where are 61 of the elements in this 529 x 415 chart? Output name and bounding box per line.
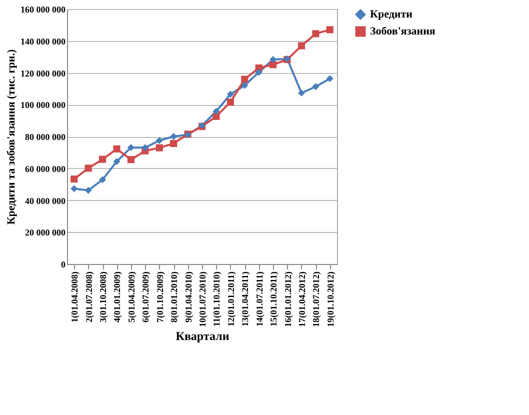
x-tick-label: 5(01.04.2009) <box>126 272 136 322</box>
x-tick-label: 17(01.04.2012) <box>296 272 307 327</box>
point <box>70 185 78 192</box>
point <box>98 176 106 184</box>
point <box>127 156 134 164</box>
point <box>241 76 248 83</box>
y-tick-label: 20 000 000 <box>25 228 66 238</box>
y-tick-label: 120 000 000 <box>20 68 66 78</box>
y-tick-label: 160 000 000 <box>20 4 66 14</box>
x-tick-label: 10(01.07.2010) <box>198 272 208 327</box>
y-axis-title: Кредити та зобов'язання (тис. грн.) <box>6 49 18 225</box>
x-tick-label: 4(01.01.2009) <box>112 272 122 322</box>
x-tick-label: 3(01.10.2008) <box>98 272 108 322</box>
point <box>326 26 334 34</box>
legend-label: Кредити <box>370 8 414 20</box>
x-tick-label: 12(01.01.2011) <box>226 272 236 326</box>
y-tick-label: 80 000 000 <box>25 132 66 142</box>
point <box>84 186 92 194</box>
point <box>84 164 92 172</box>
x-tick-label: 9(01.04.2010) <box>183 272 194 322</box>
point <box>113 158 120 166</box>
point <box>241 82 248 89</box>
x-tick-label: 15(01.10.2011) <box>268 272 279 326</box>
point <box>98 156 106 163</box>
point <box>226 90 234 98</box>
point <box>212 108 220 115</box>
point <box>170 132 178 140</box>
point <box>142 144 149 152</box>
point <box>156 144 163 152</box>
point <box>170 140 178 148</box>
point <box>326 75 334 82</box>
point <box>70 176 78 183</box>
y-tick-label: 100 000 000 <box>20 100 66 110</box>
x-tick-label: 16(01.01.2012) <box>282 272 293 327</box>
point <box>226 98 234 106</box>
point <box>255 68 262 76</box>
point <box>298 89 306 97</box>
x-tick-label: 14(01.07.2011) <box>254 272 264 326</box>
x-tick-label: 19(01.10.2012) <box>325 272 336 327</box>
x-tick-label: 7(01.10.2009) <box>154 272 165 322</box>
point <box>298 42 306 50</box>
point <box>270 56 277 64</box>
point <box>312 30 320 38</box>
x-tick-label: 2(01.07.2008) <box>84 272 94 322</box>
x-tick-label: 8(01.01.2010) <box>169 272 180 322</box>
legend-label: Зобов'язання <box>370 26 436 38</box>
y-tick-label: 140 000 000 <box>20 36 66 46</box>
point <box>312 83 320 90</box>
x-tick-label: 1(01.04.2008) <box>70 272 80 322</box>
y-tick-label: 40 000 000 <box>25 196 66 206</box>
x-tick-label: 11(01.10.2010) <box>212 272 222 326</box>
x-axis-title: Квартали <box>176 328 230 343</box>
point <box>127 144 134 152</box>
y-tick-label: 0 <box>61 260 66 270</box>
point <box>113 145 120 152</box>
x-tick-label: 13(01.04.2011) <box>240 272 250 326</box>
x-tick-label: 6(01.07.2009) <box>140 272 151 322</box>
point <box>156 136 163 144</box>
point <box>212 112 220 120</box>
y-tick-label: 60 000 000 <box>25 164 66 174</box>
x-tick-label: 18(01.07.2012) <box>311 272 322 327</box>
